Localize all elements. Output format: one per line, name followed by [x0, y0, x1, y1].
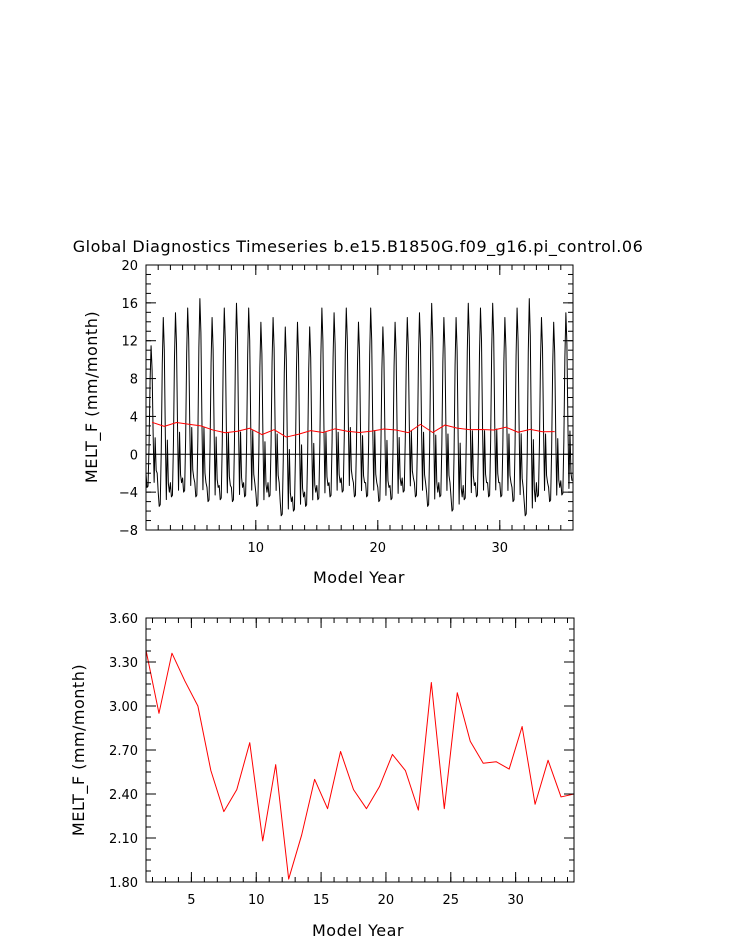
chart1-marks: [145, 298, 573, 517]
chart1-x-axis-title: Model Year: [313, 568, 405, 587]
chart2-x-tick-label: 10: [248, 893, 265, 908]
chart2-y-tick-label: 2.40: [109, 788, 138, 803]
chart1-x-tick-label: 20: [370, 541, 387, 556]
chart1-y-tick-label: 12: [121, 335, 138, 350]
chart2-marks: [145, 650, 575, 880]
chart1-y-tick-label: 0: [130, 448, 138, 463]
chart2-y-tick-label: 2.10: [109, 832, 138, 847]
chart1-x-tick-label: 30: [492, 541, 509, 556]
timeseries-chart: Global Diagnostics Timeseries b.e15.B185…: [73, 237, 644, 587]
chart1-series-1-line: [145, 298, 573, 517]
chart1-y-tick-label: 4: [130, 410, 138, 425]
chart2-x-tick-label: 30: [507, 893, 524, 908]
annual-mean-chart: 5 10 15 20 25 301.802.102.402.703.003.303.60 …: [69, 612, 575, 940]
chart1-plot-frame: [145, 264, 574, 531]
chart2-y-axis-title: MELT_F (mm/month): [69, 664, 89, 836]
chart1-y-tick-label: −4: [119, 486, 138, 501]
chart1-y-tick-label: 8: [130, 373, 138, 388]
chart1-y-tick-label: 16: [121, 297, 138, 312]
chart2-y-tick-label: 3.00: [109, 700, 138, 715]
chart2-y-tick-label: 1.80: [109, 876, 138, 891]
chart2-ticks: 5 10 15 20 25 30 1.80 2.10 2.40 2.70 3.00 3.30 3.60: [109, 612, 574, 908]
chart1-y-axis-title: MELT_F (mm/month): [82, 311, 102, 483]
chart2-series-1-line: [145, 650, 575, 880]
chart2-x-tick-label: 15: [313, 893, 330, 908]
chart1-series-2-line: [151, 421, 555, 438]
chart2-x-tick-label: 20: [378, 893, 395, 908]
chart-title: Global Diagnostics Timeseries b.e15.B185…: [73, 237, 644, 257]
chart2-x-tick-label: 25: [443, 893, 460, 908]
chart2-y-tick-label: 3.60: [109, 612, 138, 627]
chart1-x-tick-label: 10: [248, 541, 265, 556]
chart1-y-tick-label: −8: [119, 524, 138, 539]
chart1-y-tick-label: 20: [121, 259, 138, 274]
chart2-x-axis-title: Model Year: [312, 921, 404, 940]
chart2-x-tick-label: 5: [187, 893, 195, 908]
chart2-plot-frame: [145, 617, 575, 883]
chart2-y-tick-label: 2.70: [109, 744, 138, 759]
chart1-ticks: 10 20 30 −8 −4 0 4 8 12 16 20: [119, 259, 574, 556]
chart2-y-tick-label: 3.30: [109, 656, 138, 671]
